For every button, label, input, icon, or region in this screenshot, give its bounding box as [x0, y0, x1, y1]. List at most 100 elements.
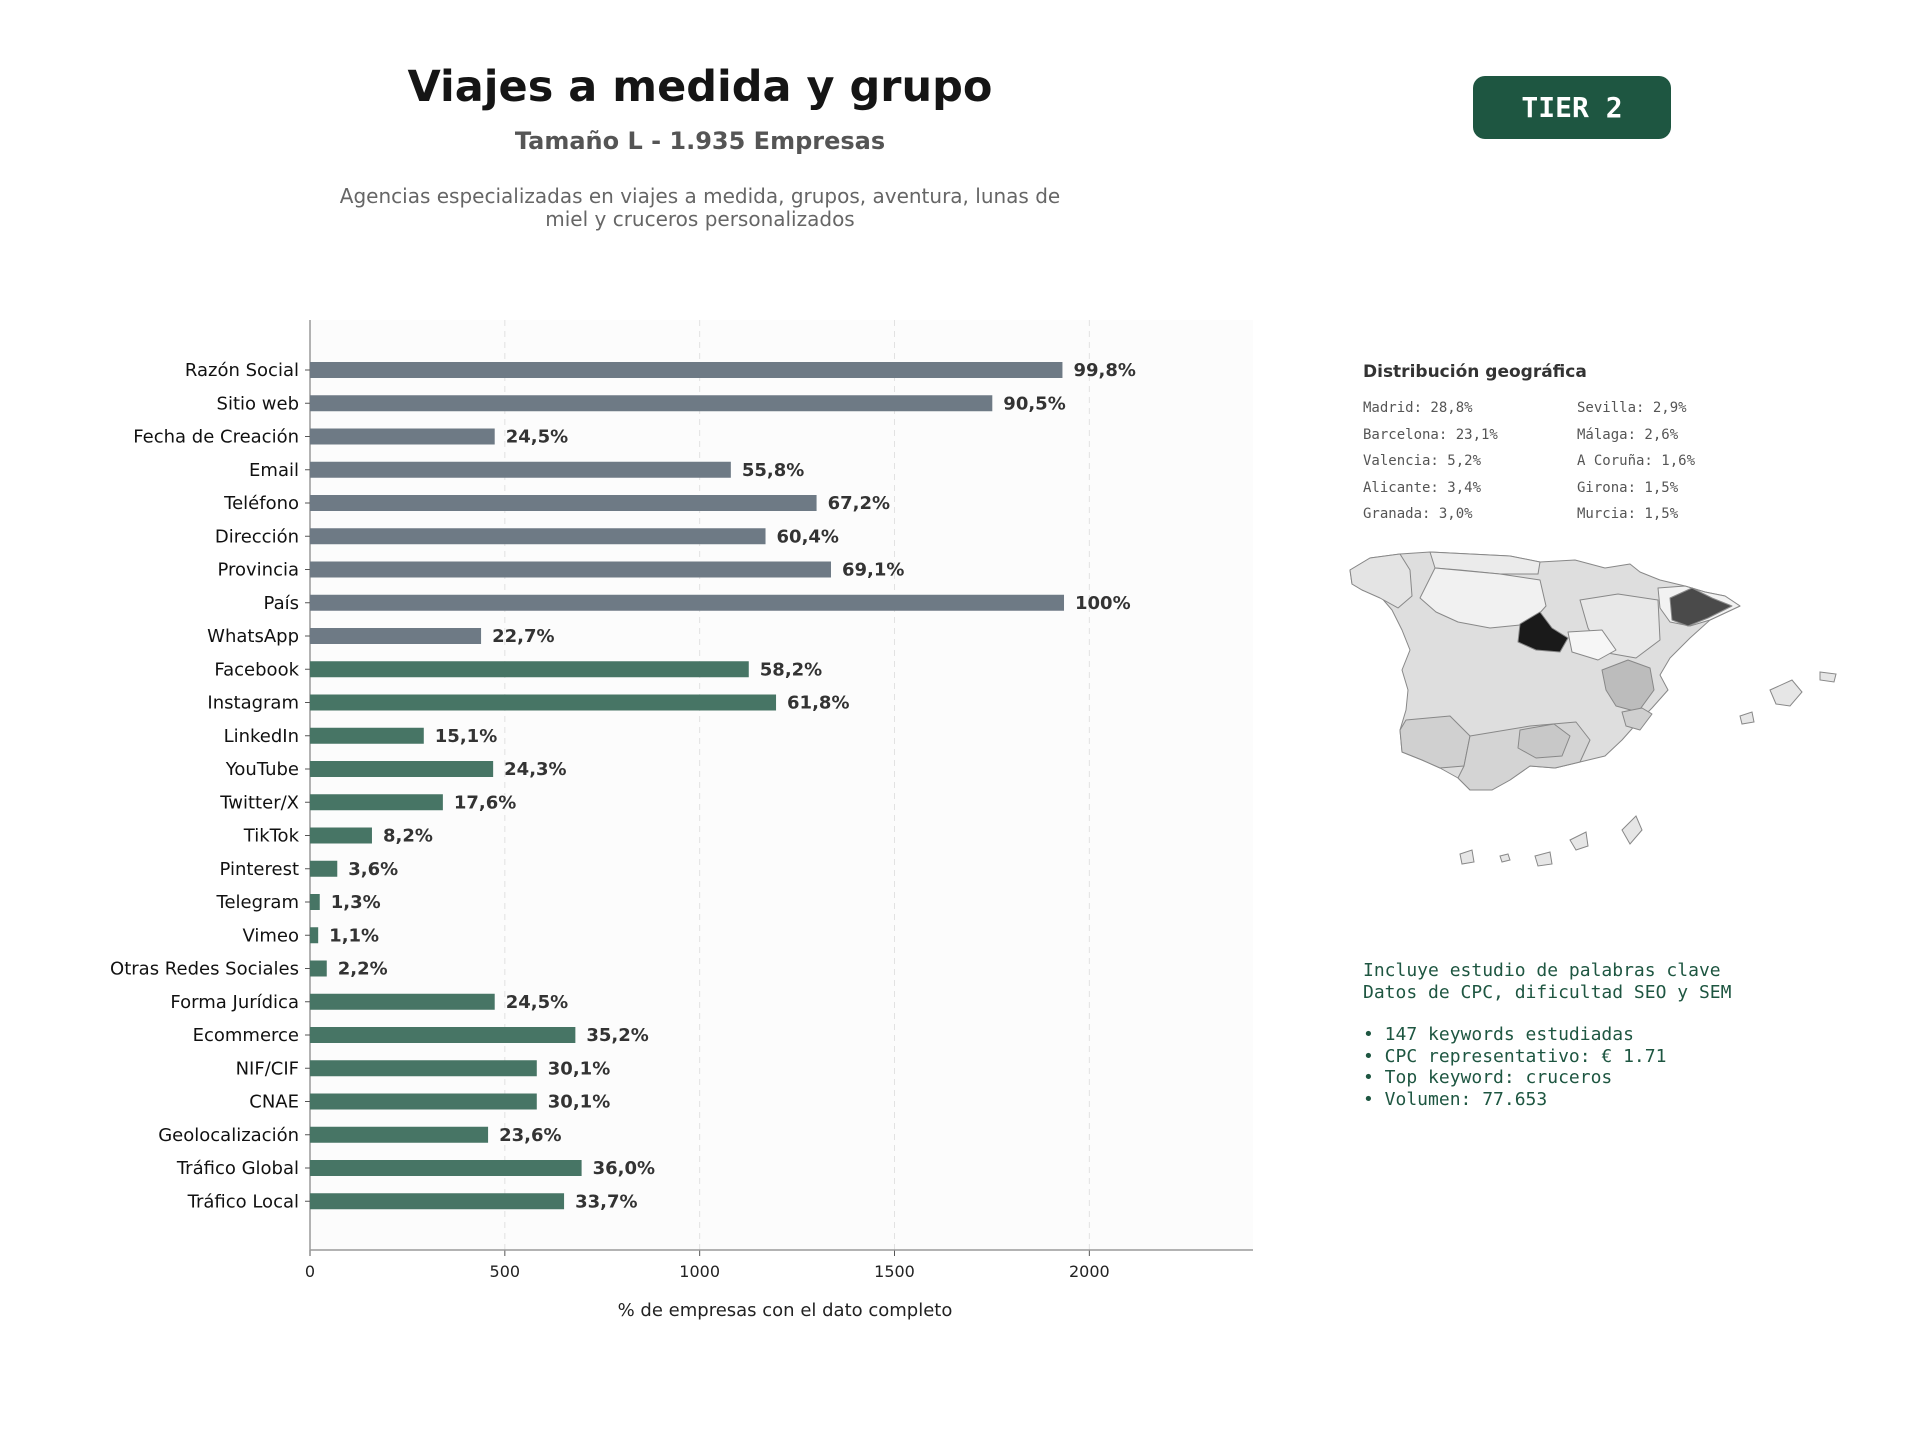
value-label: 30,1% [548, 1058, 610, 1079]
bar [310, 1093, 537, 1110]
bar [310, 362, 1063, 378]
map-barcelona [1669, 587, 1733, 627]
category-label: Forma Jurídica [170, 992, 299, 1013]
x-tick-label: 2000 [1069, 1262, 1110, 1281]
geo-item: A Coruña: 1,6% [1577, 453, 1696, 469]
category-label: Telegram [216, 892, 299, 913]
bar [310, 827, 372, 844]
value-label: 35,2% [586, 1025, 648, 1046]
category-label: País [264, 593, 299, 614]
keyword-bullet: • Top keyword: cruceros [1363, 1067, 1613, 1088]
geo-distribution-title: Distribución geográfica [1363, 362, 1587, 382]
value-label: 1,3% [331, 892, 381, 913]
category-label: Facebook [214, 659, 299, 680]
bar [310, 395, 993, 412]
geo-item: Girona: 1,5% [1577, 479, 1679, 496]
x-tick-label: 1000 [679, 1262, 720, 1281]
value-label: 15,1% [435, 726, 497, 747]
category-label: YouTube [225, 759, 299, 780]
value-label: 100% [1075, 593, 1131, 614]
category-label: Fecha de Creación [133, 427, 299, 448]
map-galicia [1349, 553, 1413, 609]
value-label: 61,8% [787, 693, 849, 714]
map-alicante [1621, 707, 1653, 731]
page-title: Viajes a medida y grupo [407, 62, 993, 112]
geo-item: Barcelona: 23,1% [1363, 426, 1498, 443]
category-label: Tráfico Global [176, 1158, 299, 1179]
map-ibiza [1739, 711, 1755, 725]
geo-item: Valencia: 5,2% [1363, 453, 1482, 469]
bar [310, 993, 495, 1010]
value-label: 60,4% [777, 526, 839, 547]
value-label: 23,6% [499, 1125, 561, 1146]
category-label: Sitio web [217, 393, 299, 414]
map-castilla-leon [1419, 567, 1547, 629]
category-label: NIF/CIF [236, 1058, 299, 1079]
bar [310, 694, 777, 711]
bar [310, 1193, 565, 1210]
category-label: Email [249, 460, 299, 481]
value-label: 90,5% [1003, 393, 1065, 414]
page-description: Agencias especializadas en viajes a medi… [339, 184, 1061, 231]
geo-item: Granada: 3,0% [1363, 506, 1473, 522]
bar [310, 1160, 582, 1176]
bar [310, 727, 424, 744]
bar [310, 428, 495, 445]
x-tick-label: 500 [490, 1262, 521, 1281]
map-madrid [1517, 611, 1569, 653]
bar [310, 794, 443, 811]
map-guadalajara [1567, 629, 1617, 661]
bar [310, 561, 831, 578]
x-tick-label: 0 [305, 1262, 315, 1281]
geo-item: Málaga: 2,6% [1577, 426, 1679, 443]
value-label: 30,1% [548, 1092, 610, 1113]
geo-item: Sevilla: 2,9% [1577, 400, 1687, 416]
bar [310, 528, 766, 545]
value-label: 8,2% [383, 826, 433, 847]
category-label: LinkedIn [224, 726, 299, 747]
category-label: Instagram [207, 693, 299, 714]
map-canarias-5 [1499, 853, 1511, 863]
map-mallorca [1769, 679, 1803, 707]
map-canarias-3 [1459, 849, 1475, 865]
value-label: 33,7% [575, 1191, 637, 1212]
geo-item: Murcia: 1,5% [1577, 506, 1679, 522]
map-granada [1517, 723, 1571, 759]
bar [310, 1126, 489, 1143]
keyword-bullet: • CPC representativo: € 1.71 [1363, 1045, 1667, 1067]
category-label: Ecommerce [193, 1025, 299, 1046]
value-label: 3,6% [348, 859, 398, 880]
value-label: 24,5% [506, 992, 568, 1013]
category-label: CNAE [249, 1092, 299, 1113]
category-label: Tráfico Local [187, 1191, 299, 1212]
category-label: WhatsApp [207, 626, 299, 647]
spain-map [1349, 551, 1837, 867]
map-canarias-4 [1621, 815, 1643, 845]
keyword-bullet: • Volumen: 77.653 [1363, 1088, 1548, 1110]
category-label: Pinterest [219, 859, 299, 880]
value-label: 58,2% [760, 659, 822, 680]
value-label: 36,0% [593, 1158, 655, 1179]
value-label: 2,2% [338, 959, 388, 980]
bar [310, 761, 494, 777]
x-tick-label: 1500 [874, 1262, 915, 1281]
map-canarias-1 [1569, 831, 1589, 851]
keywords-line-1: Incluye estudio de palabras clave [1363, 960, 1721, 981]
map-canarias-2 [1534, 851, 1553, 867]
x-axis-label: % de empresas con el dato completo [618, 1300, 953, 1321]
bar [310, 894, 320, 910]
category-label: Provincia [217, 560, 299, 581]
value-label: 22,7% [492, 626, 554, 647]
bar [310, 1027, 576, 1043]
value-label: 55,8% [742, 460, 804, 481]
tier-badge: TIER 2 [1473, 76, 1671, 139]
category-label: Twitter/X [219, 792, 299, 813]
bar [310, 628, 482, 644]
bar [310, 594, 1065, 611]
value-label: 24,3% [504, 759, 566, 780]
keywords-line-2: Datos de CPC, dificultad SEO y SEM [1363, 982, 1732, 1003]
value-label: 17,6% [454, 792, 516, 813]
map-andalucia-west [1399, 715, 1471, 769]
category-label: TikTok [243, 826, 300, 847]
